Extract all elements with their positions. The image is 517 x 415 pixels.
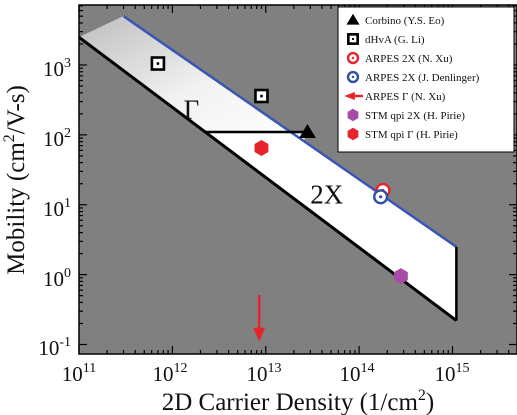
y-tick-label: 100	[43, 266, 71, 291]
legend-marker-dot	[351, 56, 355, 60]
data-point	[393, 268, 408, 285]
legend-marker	[346, 70, 360, 84]
data-point-dot	[260, 94, 263, 98]
data-point-head	[253, 327, 266, 342]
y-tick-label: 10-1	[38, 335, 71, 360]
legend-marker-shape	[347, 127, 359, 141]
legend-marker-head	[344, 91, 355, 101]
data-point-dot	[156, 62, 160, 65]
x-tick-label: 1014	[340, 361, 375, 386]
legend-entry-label: ARPES Γ (N. Xu)	[365, 91, 446, 103]
y-tick-label: 103	[43, 56, 71, 81]
x-tick-label: 1015	[435, 361, 470, 386]
legend-markers	[344, 13, 363, 141]
data-point	[254, 88, 269, 104]
legend-marker-dot	[351, 37, 355, 41]
legend-marker	[346, 51, 360, 65]
legend-marker	[344, 91, 363, 101]
legend-entry-label: STM qpi 2X (H. Pirie)	[365, 110, 465, 122]
data-point-dot	[379, 195, 383, 199]
x-tick-labels: 1011 1012 1013 1014 1015	[62, 361, 470, 386]
lower-bound-line	[79, 35, 458, 322]
data-point-shape	[254, 139, 269, 156]
x-tick-label: 1013	[247, 361, 282, 386]
legend-entry-label: ARPES 2X (N. Xu)	[365, 53, 453, 65]
gamma-region-label: Γ	[184, 95, 200, 125]
legend-marker-shape	[347, 108, 359, 122]
x-tick-label: 1011	[62, 361, 96, 386]
2x-region-label: 2X	[310, 180, 344, 210]
x-axis-title: 2D Carrier Density (1/cm2)	[162, 387, 435, 415]
y-tick-label: 101	[43, 196, 71, 221]
legend-marker	[347, 33, 359, 45]
y-tick-label: 102	[43, 126, 71, 151]
y-axis-title: Mobility (cm2/V-s)	[1, 85, 30, 275]
data-point	[373, 189, 389, 205]
data-point	[299, 123, 316, 138]
gamma-region	[79, 16, 305, 142]
y-tick-labels: 10-1 100 101 102 103	[38, 56, 71, 360]
data-point	[254, 139, 269, 156]
x-tick-label: 1012	[153, 361, 188, 386]
legend-box	[337, 6, 515, 153]
data-point	[150, 56, 166, 71]
legend-entry-label: Corbino (Y.S. Eo)	[365, 15, 445, 27]
legend-entry-label: ARPES 2X (J. Denlinger)	[365, 72, 480, 84]
data-point-shape	[299, 123, 316, 138]
data-markers	[150, 56, 408, 342]
legend-entry-label: dHvA (G. Li)	[365, 34, 425, 46]
legend-marker	[347, 127, 359, 141]
legend: Corbino (Y.S. Eo) dHvA (G. Li) ARPES 2X …	[337, 6, 515, 153]
legend-marker-dot	[351, 75, 355, 79]
data-point-shape	[393, 268, 408, 285]
legend-marker	[346, 13, 360, 25]
plot-frame	[78, 4, 517, 355]
legend-entry-label: STM qpi Γ (H. Pirie)	[365, 129, 458, 141]
legend-marker-shape	[346, 13, 360, 25]
data-point	[253, 294, 266, 342]
legend-marker	[347, 108, 359, 122]
